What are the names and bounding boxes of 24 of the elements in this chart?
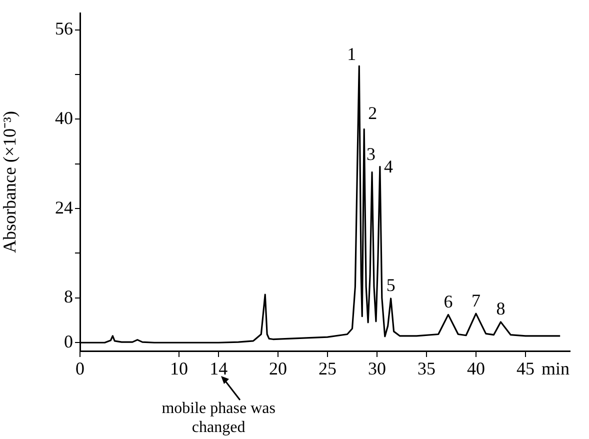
y-tick-label: 24 — [55, 197, 73, 218]
annotation: 5 — [386, 275, 396, 296]
x-axis-title: min — [541, 358, 570, 379]
annotation: 7 — [471, 290, 480, 310]
x-tick-label: 40 — [466, 358, 485, 379]
x-tick-label: 20 — [268, 358, 287, 379]
y-tick-label: 56 — [55, 18, 73, 38]
annotation: 4 — [384, 156, 393, 176]
annotation: 2 — [368, 102, 378, 123]
annotation: 3 — [366, 144, 376, 164]
x-tick-label: 14 — [210, 358, 228, 379]
y-tick-label: 40 — [55, 108, 73, 128]
y-axis-title: Absorbance (×10⁻³) — [0, 110, 20, 254]
annotation: 6 — [444, 291, 453, 312]
annotation: 8 — [496, 298, 506, 319]
x-tick-label: 10 — [170, 358, 188, 379]
x-tick-label: 35 — [417, 358, 436, 379]
y-tick-label: 0 — [64, 331, 73, 352]
x-tick-label: 45 — [516, 358, 534, 379]
annotation: 1 — [347, 44, 356, 64]
y-tick-label: 8 — [64, 286, 73, 307]
text: mobile phase was changed — [160, 399, 276, 437]
x-tick-label: 30 — [368, 358, 386, 379]
x-tick-label: 25 — [318, 358, 336, 379]
